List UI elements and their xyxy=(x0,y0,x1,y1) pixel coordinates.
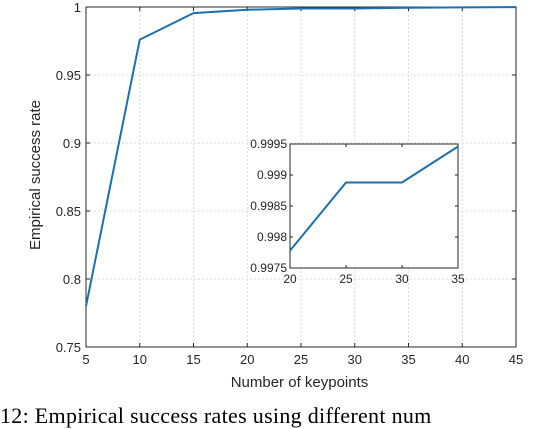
main-x-tick-label: 5 xyxy=(82,352,89,367)
inset-y-tick-label: 0.999 xyxy=(257,168,287,182)
chart: 5 10 15 20 25 30 35 40 45 0.75 0.8 0.85 0.9 0.95 1 20… xyxy=(27,0,523,391)
inset-series-line xyxy=(289,145,459,252)
main-y-tick-label: 0.75 xyxy=(56,340,81,355)
main-x-tick-label: 25 xyxy=(294,352,308,367)
main-y-tick-label: 0.85 xyxy=(56,204,81,219)
main-x-tick-label: 10 xyxy=(133,352,147,367)
main-y-tick-label: 0.8 xyxy=(63,272,81,287)
y-axis-label: Empirical success rate xyxy=(27,100,44,250)
main-series-line xyxy=(85,6,517,307)
main-y-tick-labels: 0.75 0.8 0.85 0.9 0.95 1 xyxy=(56,0,81,355)
inset-x-tick-labels: 20 25 30 35 xyxy=(283,272,465,286)
inset-y-tick-label: 0.9995 xyxy=(250,137,287,151)
main-y-tick-label: 1 xyxy=(74,0,81,15)
main-x-tick-label: 35 xyxy=(401,352,415,367)
main-x-tick-label: 15 xyxy=(186,352,200,367)
main-x-tick-label: 30 xyxy=(348,352,362,367)
x-axis-label: Number of keypoints xyxy=(231,374,369,391)
main-y-tick-label: 0.95 xyxy=(56,68,81,83)
main-y-tick-label: 0.9 xyxy=(63,136,81,151)
inset-x-tick-label: 25 xyxy=(339,272,353,286)
main-x-tick-label: 45 xyxy=(509,352,523,367)
inset-x-tick-label: 20 xyxy=(283,272,297,286)
figure-caption: 12: Empirical success rates using differ… xyxy=(0,403,432,428)
main-x-tick-labels: 5 10 15 20 25 30 35 40 45 xyxy=(82,352,523,367)
inset-y-tick-label: 0.9975 xyxy=(250,261,287,275)
main-x-tick-label: 20 xyxy=(240,352,254,367)
inset-y-tick-labels: 0.9975 0.998 0.9985 0.999 0.9995 xyxy=(250,137,287,275)
main-x-tick-label: 40 xyxy=(455,352,469,367)
inset-y-tick-label: 0.9985 xyxy=(250,199,287,213)
inset-x-tick-label: 30 xyxy=(395,272,409,286)
inset-y-tick-label: 0.998 xyxy=(257,230,287,244)
inset-x-tick-label: 35 xyxy=(451,272,465,286)
